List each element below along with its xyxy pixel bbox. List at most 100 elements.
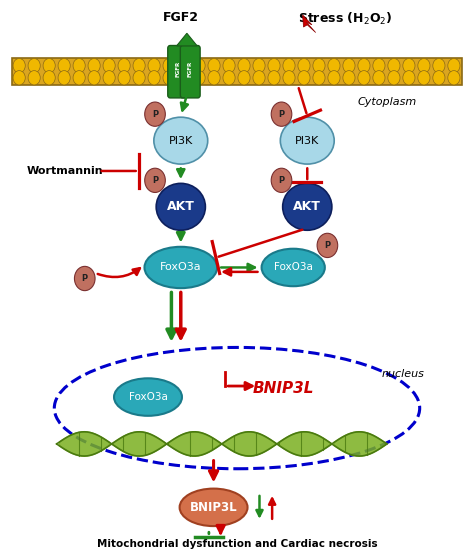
Circle shape	[418, 71, 430, 85]
Circle shape	[343, 71, 355, 85]
Circle shape	[317, 233, 337, 257]
Circle shape	[403, 71, 415, 85]
Circle shape	[271, 168, 292, 193]
Circle shape	[283, 71, 295, 85]
Circle shape	[118, 58, 130, 73]
Text: nucleus: nucleus	[382, 369, 425, 379]
Circle shape	[373, 58, 385, 73]
Circle shape	[208, 58, 220, 73]
Circle shape	[283, 58, 295, 73]
Circle shape	[268, 58, 280, 73]
Circle shape	[238, 58, 250, 73]
Circle shape	[103, 58, 115, 73]
Polygon shape	[302, 15, 316, 32]
Circle shape	[343, 58, 355, 73]
Circle shape	[118, 71, 130, 85]
FancyBboxPatch shape	[180, 46, 200, 98]
Ellipse shape	[180, 488, 247, 526]
Circle shape	[193, 71, 205, 85]
Circle shape	[298, 58, 310, 73]
Text: FoxO3a: FoxO3a	[128, 392, 167, 402]
Text: P: P	[278, 110, 284, 119]
Circle shape	[163, 58, 175, 73]
FancyArrowPatch shape	[98, 268, 140, 277]
Bar	[12, 58, 462, 85]
FancyBboxPatch shape	[168, 46, 188, 98]
Text: Mitochondrial dysfunction and Cardiac necrosis: Mitochondrial dysfunction and Cardiac ne…	[97, 539, 377, 549]
Ellipse shape	[145, 247, 217, 288]
Text: P: P	[278, 176, 284, 185]
Circle shape	[418, 58, 430, 73]
Circle shape	[193, 58, 205, 73]
Circle shape	[223, 71, 235, 85]
Circle shape	[58, 58, 70, 73]
Circle shape	[73, 58, 85, 73]
Circle shape	[328, 71, 340, 85]
Circle shape	[148, 71, 160, 85]
Circle shape	[73, 71, 85, 85]
Circle shape	[403, 58, 415, 73]
Circle shape	[313, 58, 325, 73]
Circle shape	[253, 58, 265, 73]
Circle shape	[388, 58, 400, 73]
Circle shape	[28, 71, 40, 85]
Text: BNIP3L: BNIP3L	[253, 382, 315, 396]
Circle shape	[448, 71, 460, 85]
Circle shape	[178, 58, 190, 73]
Circle shape	[133, 58, 145, 73]
Text: AKT: AKT	[167, 201, 195, 213]
Circle shape	[208, 71, 220, 85]
Circle shape	[373, 71, 385, 85]
Circle shape	[238, 71, 250, 85]
Circle shape	[145, 102, 165, 126]
Text: Wortmannin: Wortmannin	[26, 166, 103, 176]
Text: FGF2: FGF2	[163, 11, 199, 24]
Circle shape	[148, 58, 160, 73]
Text: Stress (H$_2$O$_2$): Stress (H$_2$O$_2$)	[298, 11, 392, 27]
Circle shape	[145, 168, 165, 193]
Text: BNIP3L: BNIP3L	[190, 501, 237, 514]
Circle shape	[43, 71, 55, 85]
Circle shape	[253, 71, 265, 85]
Text: FoxO3a: FoxO3a	[160, 262, 201, 272]
Polygon shape	[177, 33, 197, 46]
Text: FoxO3a: FoxO3a	[274, 262, 313, 272]
Circle shape	[448, 58, 460, 73]
Circle shape	[268, 71, 280, 85]
Circle shape	[43, 58, 55, 73]
Text: PI3K: PI3K	[169, 136, 193, 145]
Circle shape	[178, 71, 190, 85]
Circle shape	[163, 71, 175, 85]
Circle shape	[88, 58, 100, 73]
Ellipse shape	[283, 183, 332, 230]
Text: PI3K: PI3K	[295, 136, 319, 145]
Ellipse shape	[262, 249, 325, 286]
Text: P: P	[152, 110, 158, 119]
Circle shape	[298, 71, 310, 85]
Text: FGFR: FGFR	[175, 61, 180, 77]
Text: P: P	[152, 176, 158, 185]
Text: Cytoplasm: Cytoplasm	[357, 96, 417, 106]
Text: P: P	[324, 241, 330, 250]
Circle shape	[433, 58, 445, 73]
Circle shape	[13, 71, 25, 85]
Circle shape	[58, 71, 70, 85]
Circle shape	[388, 71, 400, 85]
Circle shape	[28, 58, 40, 73]
Text: FGFR: FGFR	[188, 61, 193, 77]
Ellipse shape	[156, 183, 205, 230]
Circle shape	[223, 58, 235, 73]
Circle shape	[133, 71, 145, 85]
Circle shape	[358, 58, 370, 73]
Circle shape	[88, 71, 100, 85]
Circle shape	[103, 71, 115, 85]
Circle shape	[358, 71, 370, 85]
Circle shape	[313, 71, 325, 85]
Text: P: P	[82, 274, 88, 283]
Ellipse shape	[154, 117, 208, 164]
Circle shape	[433, 71, 445, 85]
Text: AKT: AKT	[293, 201, 321, 213]
Circle shape	[13, 58, 25, 73]
Ellipse shape	[280, 117, 334, 164]
Circle shape	[271, 102, 292, 126]
